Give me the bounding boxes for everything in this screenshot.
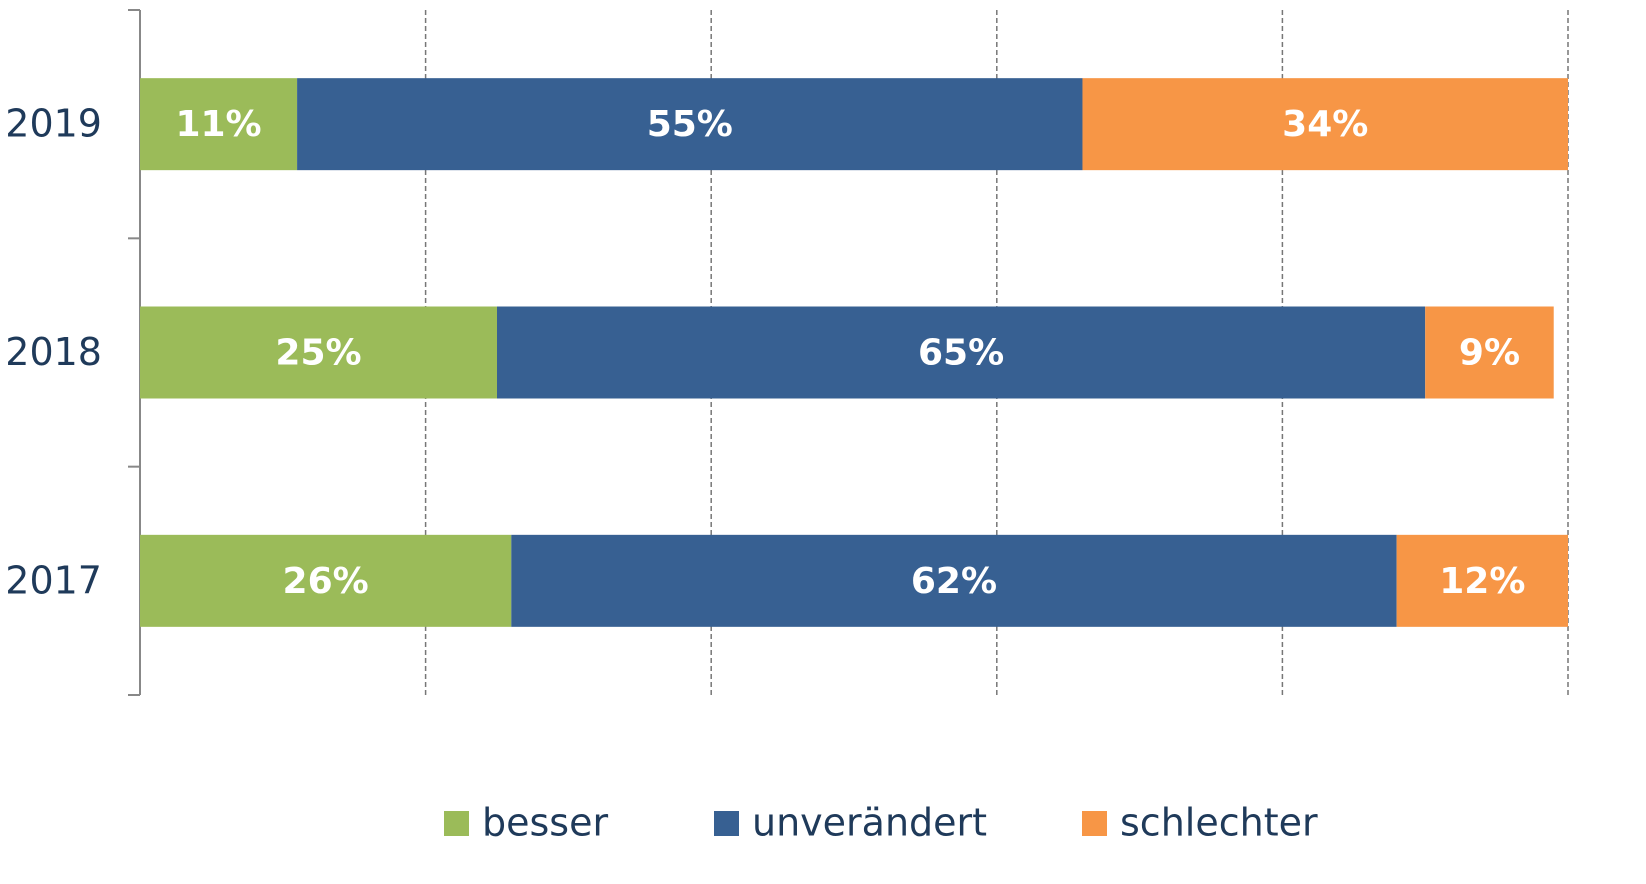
legend-swatch (1082, 811, 1107, 836)
value-label: 62% (911, 561, 997, 602)
value-label: 9% (1459, 333, 1520, 374)
bar-segment (497, 306, 1426, 399)
value-label: 26% (283, 561, 369, 602)
legend-label: unverändert (752, 801, 987, 845)
value-label: 65% (918, 333, 1004, 374)
bar-segment (511, 534, 1397, 627)
bar-segment (1082, 78, 1568, 171)
y-tick-label: 2019 (5, 102, 102, 146)
y-tick-label: 2018 (5, 330, 102, 374)
bar-segment (140, 306, 497, 399)
value-label: 34% (1282, 104, 1368, 145)
bar-segment (140, 534, 512, 627)
legend-swatch (714, 811, 739, 836)
legend-swatch (444, 811, 469, 836)
value-label: 55% (647, 104, 733, 145)
value-label: 25% (275, 333, 361, 374)
bar-segment (297, 78, 1083, 171)
bar-segment (1396, 534, 1568, 627)
bar-segment (140, 78, 298, 171)
bar-segment (1425, 306, 1554, 399)
value-label: 11% (175, 104, 261, 145)
y-tick-label: 2017 (5, 558, 102, 602)
value-label: 12% (1439, 561, 1525, 602)
legend-label: schlechter (1120, 801, 1318, 845)
legend-label: besser (482, 801, 608, 845)
